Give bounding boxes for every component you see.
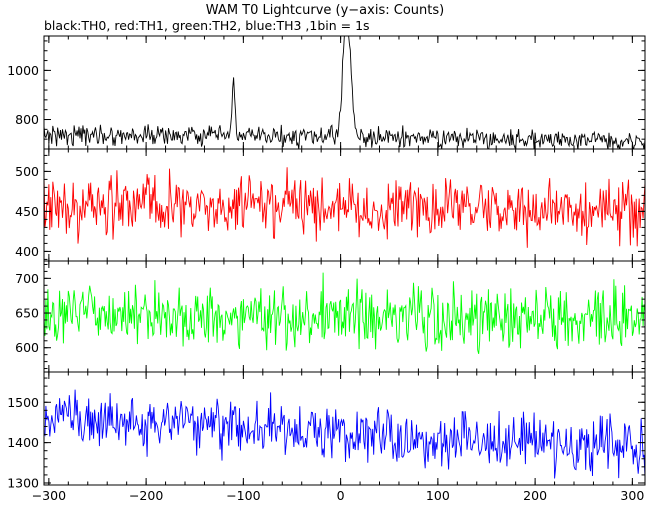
y-tick-label: 1300 bbox=[7, 475, 39, 490]
chart-subtitle: black:TH0, red:TH1, green:TH2, blue:TH3 … bbox=[44, 18, 370, 33]
series-TH3-line bbox=[44, 389, 645, 479]
y-tick-label: 500 bbox=[15, 164, 39, 179]
series-TH2-line bbox=[44, 272, 645, 355]
panels: 800 1000 400 450 500 600 650 700 1300 1400 1500 bbox=[7, 35, 646, 490]
x-tick-label: −100 bbox=[226, 488, 260, 503]
chart-title: WAM T0 Lightcurve (y−axis: Counts) bbox=[206, 3, 444, 18]
y-tick-label: 650 bbox=[15, 306, 39, 321]
x-axis: −300 −200 −100 0 100 200 300 bbox=[32, 488, 645, 503]
x-tick-label: 300 bbox=[620, 488, 644, 503]
x-tick-label: 0 bbox=[337, 488, 345, 503]
panel-TH1: 400 450 500 bbox=[15, 148, 646, 262]
y-tick-label: 1500 bbox=[7, 395, 39, 410]
series-TH0-line bbox=[44, 36, 645, 149]
y-tick-label: 450 bbox=[15, 204, 39, 219]
panel-TH2: 600 650 700 bbox=[15, 260, 646, 373]
y-tick-label: 700 bbox=[15, 271, 39, 286]
x-tick-label: 100 bbox=[426, 488, 450, 503]
y-tick-label: 1000 bbox=[7, 63, 39, 78]
x-tick-label: 200 bbox=[523, 488, 547, 503]
panel-frame bbox=[43, 371, 646, 486]
y-tick-label: 1400 bbox=[7, 435, 39, 450]
panel-TH0: 800 1000 bbox=[7, 35, 646, 150]
x-tick-label: −200 bbox=[129, 488, 163, 503]
series-TH1-line bbox=[44, 167, 645, 248]
x-tick-label: −300 bbox=[32, 488, 66, 503]
y-tick-label: 800 bbox=[15, 112, 39, 127]
y-tick-label: 600 bbox=[15, 340, 39, 355]
y-tick-label: 400 bbox=[15, 244, 39, 259]
panel-frame bbox=[43, 35, 646, 150]
panel-TH3: 1300 1400 1500 bbox=[7, 371, 646, 490]
